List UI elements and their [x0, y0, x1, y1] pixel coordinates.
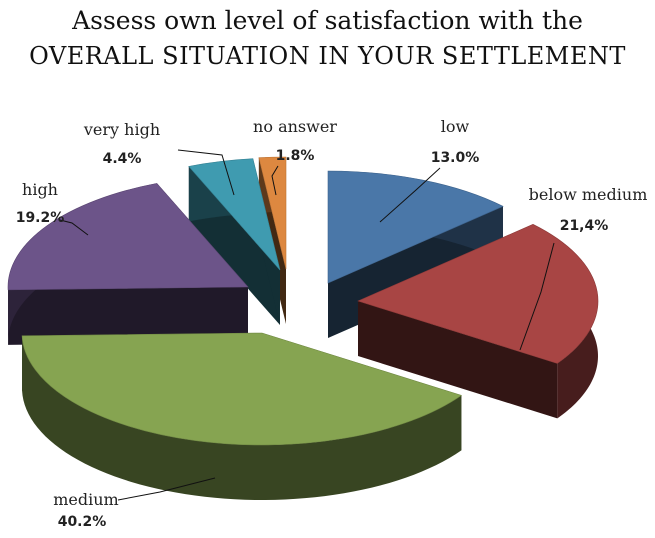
- slice-label-high: high: [22, 180, 58, 199]
- slice-label-medium: medium: [53, 490, 118, 509]
- slice-value-no-answer: 1.8%: [276, 148, 315, 164]
- slice-medium: [21, 332, 463, 446]
- slice-label-below-medium: below medium: [529, 185, 648, 204]
- slice-label-very-high: very high: [83, 120, 160, 139]
- slice-below-medium: [357, 223, 599, 364]
- chart-title-line-2: OVERALL SITUATION IN YOUR SETTLEMENT: [29, 42, 626, 70]
- slice-high: [7, 183, 249, 291]
- slice-label-no-answer: no answer: [253, 117, 337, 136]
- leader-line-low: [379, 167, 441, 223]
- leader-line-medium: [117, 477, 216, 501]
- slice-value-low: 13.0%: [431, 150, 480, 166]
- chart-title-line-1: Assess own level of satisfaction with th…: [72, 6, 583, 35]
- slice-very-high: [188, 158, 281, 271]
- slice-no-answer: [258, 156, 287, 270]
- slice-value-medium: 40.2%: [58, 514, 107, 530]
- slice-label-low: low: [441, 117, 470, 136]
- leader-line-very-high: [177, 149, 235, 196]
- slice-low: [327, 170, 504, 284]
- leader-line-below-medium: [519, 242, 555, 351]
- slice-value-below-medium: 21,4%: [560, 218, 609, 234]
- leader-line-high: [59, 219, 89, 236]
- leader-line-no-answer: [271, 165, 279, 196]
- slice-value-very-high: 4.4%: [103, 151, 142, 167]
- slice-value-high: 19.2%: [16, 210, 65, 226]
